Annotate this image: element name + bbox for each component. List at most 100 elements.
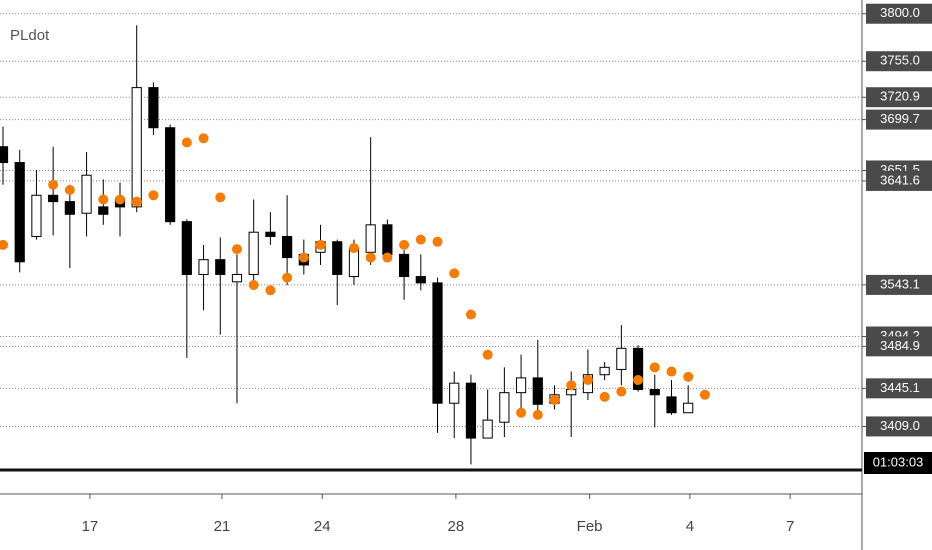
candle-body — [482, 419, 493, 439]
candle-body — [449, 382, 460, 404]
candle-body — [81, 174, 92, 214]
candle-body — [48, 194, 59, 203]
y-tick-label: 3641.6 — [880, 172, 920, 187]
candle-body — [98, 206, 109, 215]
y-tick-box — [866, 336, 932, 357]
candle-body — [332, 241, 343, 275]
countdown-box — [864, 452, 932, 474]
pldot — [48, 179, 59, 190]
x-tick-label: 21 — [214, 518, 231, 535]
pldot — [181, 137, 192, 148]
countdown: 01:03:03 — [873, 454, 924, 469]
y-tick-label: 3720.9 — [880, 89, 920, 104]
candle-body — [599, 366, 610, 376]
x-tick-label: 24 — [314, 518, 331, 535]
pldot — [599, 391, 610, 402]
y-tick-box — [866, 170, 932, 191]
pldot — [298, 252, 309, 263]
candle-body — [398, 253, 410, 278]
candle-body — [683, 402, 694, 414]
candle-body — [215, 259, 226, 275]
x-tick-label: 7 — [786, 518, 794, 535]
pldot — [566, 380, 577, 391]
pldot — [532, 409, 543, 420]
y-tick-box — [866, 3, 932, 24]
pldot — [649, 362, 660, 373]
y-tick-label: 3484.9 — [880, 338, 920, 353]
candle-body — [248, 231, 259, 275]
x-tick-label: 17 — [82, 518, 99, 535]
y-tick-box — [866, 51, 932, 72]
y-tick-label: 3699.7 — [880, 111, 920, 126]
pldot — [699, 389, 710, 400]
candle-body — [649, 389, 660, 396]
pldot — [131, 196, 142, 207]
pldot — [582, 375, 593, 385]
y-tick-label: 3543.1 — [880, 276, 920, 291]
candle-body — [532, 377, 543, 405]
y-tick-box — [866, 87, 932, 108]
candle-body — [365, 224, 376, 253]
candle-body — [181, 221, 192, 275]
candle-body — [415, 276, 426, 284]
candle-body — [499, 392, 510, 423]
y-tick-box — [866, 416, 932, 437]
candle-body — [265, 231, 276, 237]
pldot — [415, 234, 426, 245]
x-tick-label: Feb — [577, 518, 603, 535]
candle-body — [515, 377, 527, 394]
axis: 3800.03755.03720.93699.73651.53641.63543… — [82, 3, 932, 535]
pldot — [616, 386, 627, 397]
pldot — [399, 239, 410, 250]
y-tick-label: 3800.0 — [880, 5, 920, 20]
pldot — [248, 280, 259, 290]
candle-body — [632, 347, 644, 391]
pldot — [549, 395, 560, 406]
y-tick-label: 3445.1 — [880, 380, 920, 395]
candle-body — [31, 194, 42, 237]
x-tick-label: 4 — [686, 518, 694, 535]
pldot — [432, 236, 443, 247]
legend-entry: PLdot — [10, 27, 50, 44]
pldot — [282, 272, 293, 283]
pldot — [348, 243, 359, 254]
candle-body — [382, 224, 393, 255]
candle-body — [165, 127, 176, 223]
pldot — [683, 371, 694, 382]
candle-body — [131, 87, 142, 208]
candle-body — [198, 259, 209, 275]
candle-body — [148, 87, 159, 129]
candle-body — [666, 396, 677, 414]
pldot — [516, 407, 527, 418]
pldot — [215, 192, 226, 203]
pldot — [64, 185, 75, 195]
candle-body — [566, 389, 577, 396]
pldot — [231, 244, 242, 255]
candle-body — [14, 162, 25, 263]
pldot — [465, 309, 476, 320]
candle-body — [231, 273, 243, 283]
pldot — [198, 133, 209, 144]
y-tick-label: 3409.0 — [880, 418, 920, 433]
pldot — [114, 194, 125, 205]
pldot — [265, 285, 276, 296]
pldot — [148, 190, 159, 201]
pldot — [98, 194, 109, 205]
pldot — [666, 366, 677, 377]
pldot — [633, 375, 644, 385]
y-tick-box — [866, 109, 932, 130]
pldot — [449, 268, 460, 279]
candle-body — [282, 235, 293, 259]
candle-body — [432, 282, 443, 404]
y-tick-label: 3755.0 — [880, 53, 920, 68]
plot — [0, 25, 710, 465]
x-tick-label: 28 — [448, 518, 465, 535]
pldot — [382, 252, 393, 263]
y-tick-box — [866, 378, 932, 399]
y-tick-box — [866, 274, 932, 295]
pldot — [0, 239, 9, 250]
candle-body — [0, 146, 9, 164]
candle-body — [465, 382, 477, 439]
